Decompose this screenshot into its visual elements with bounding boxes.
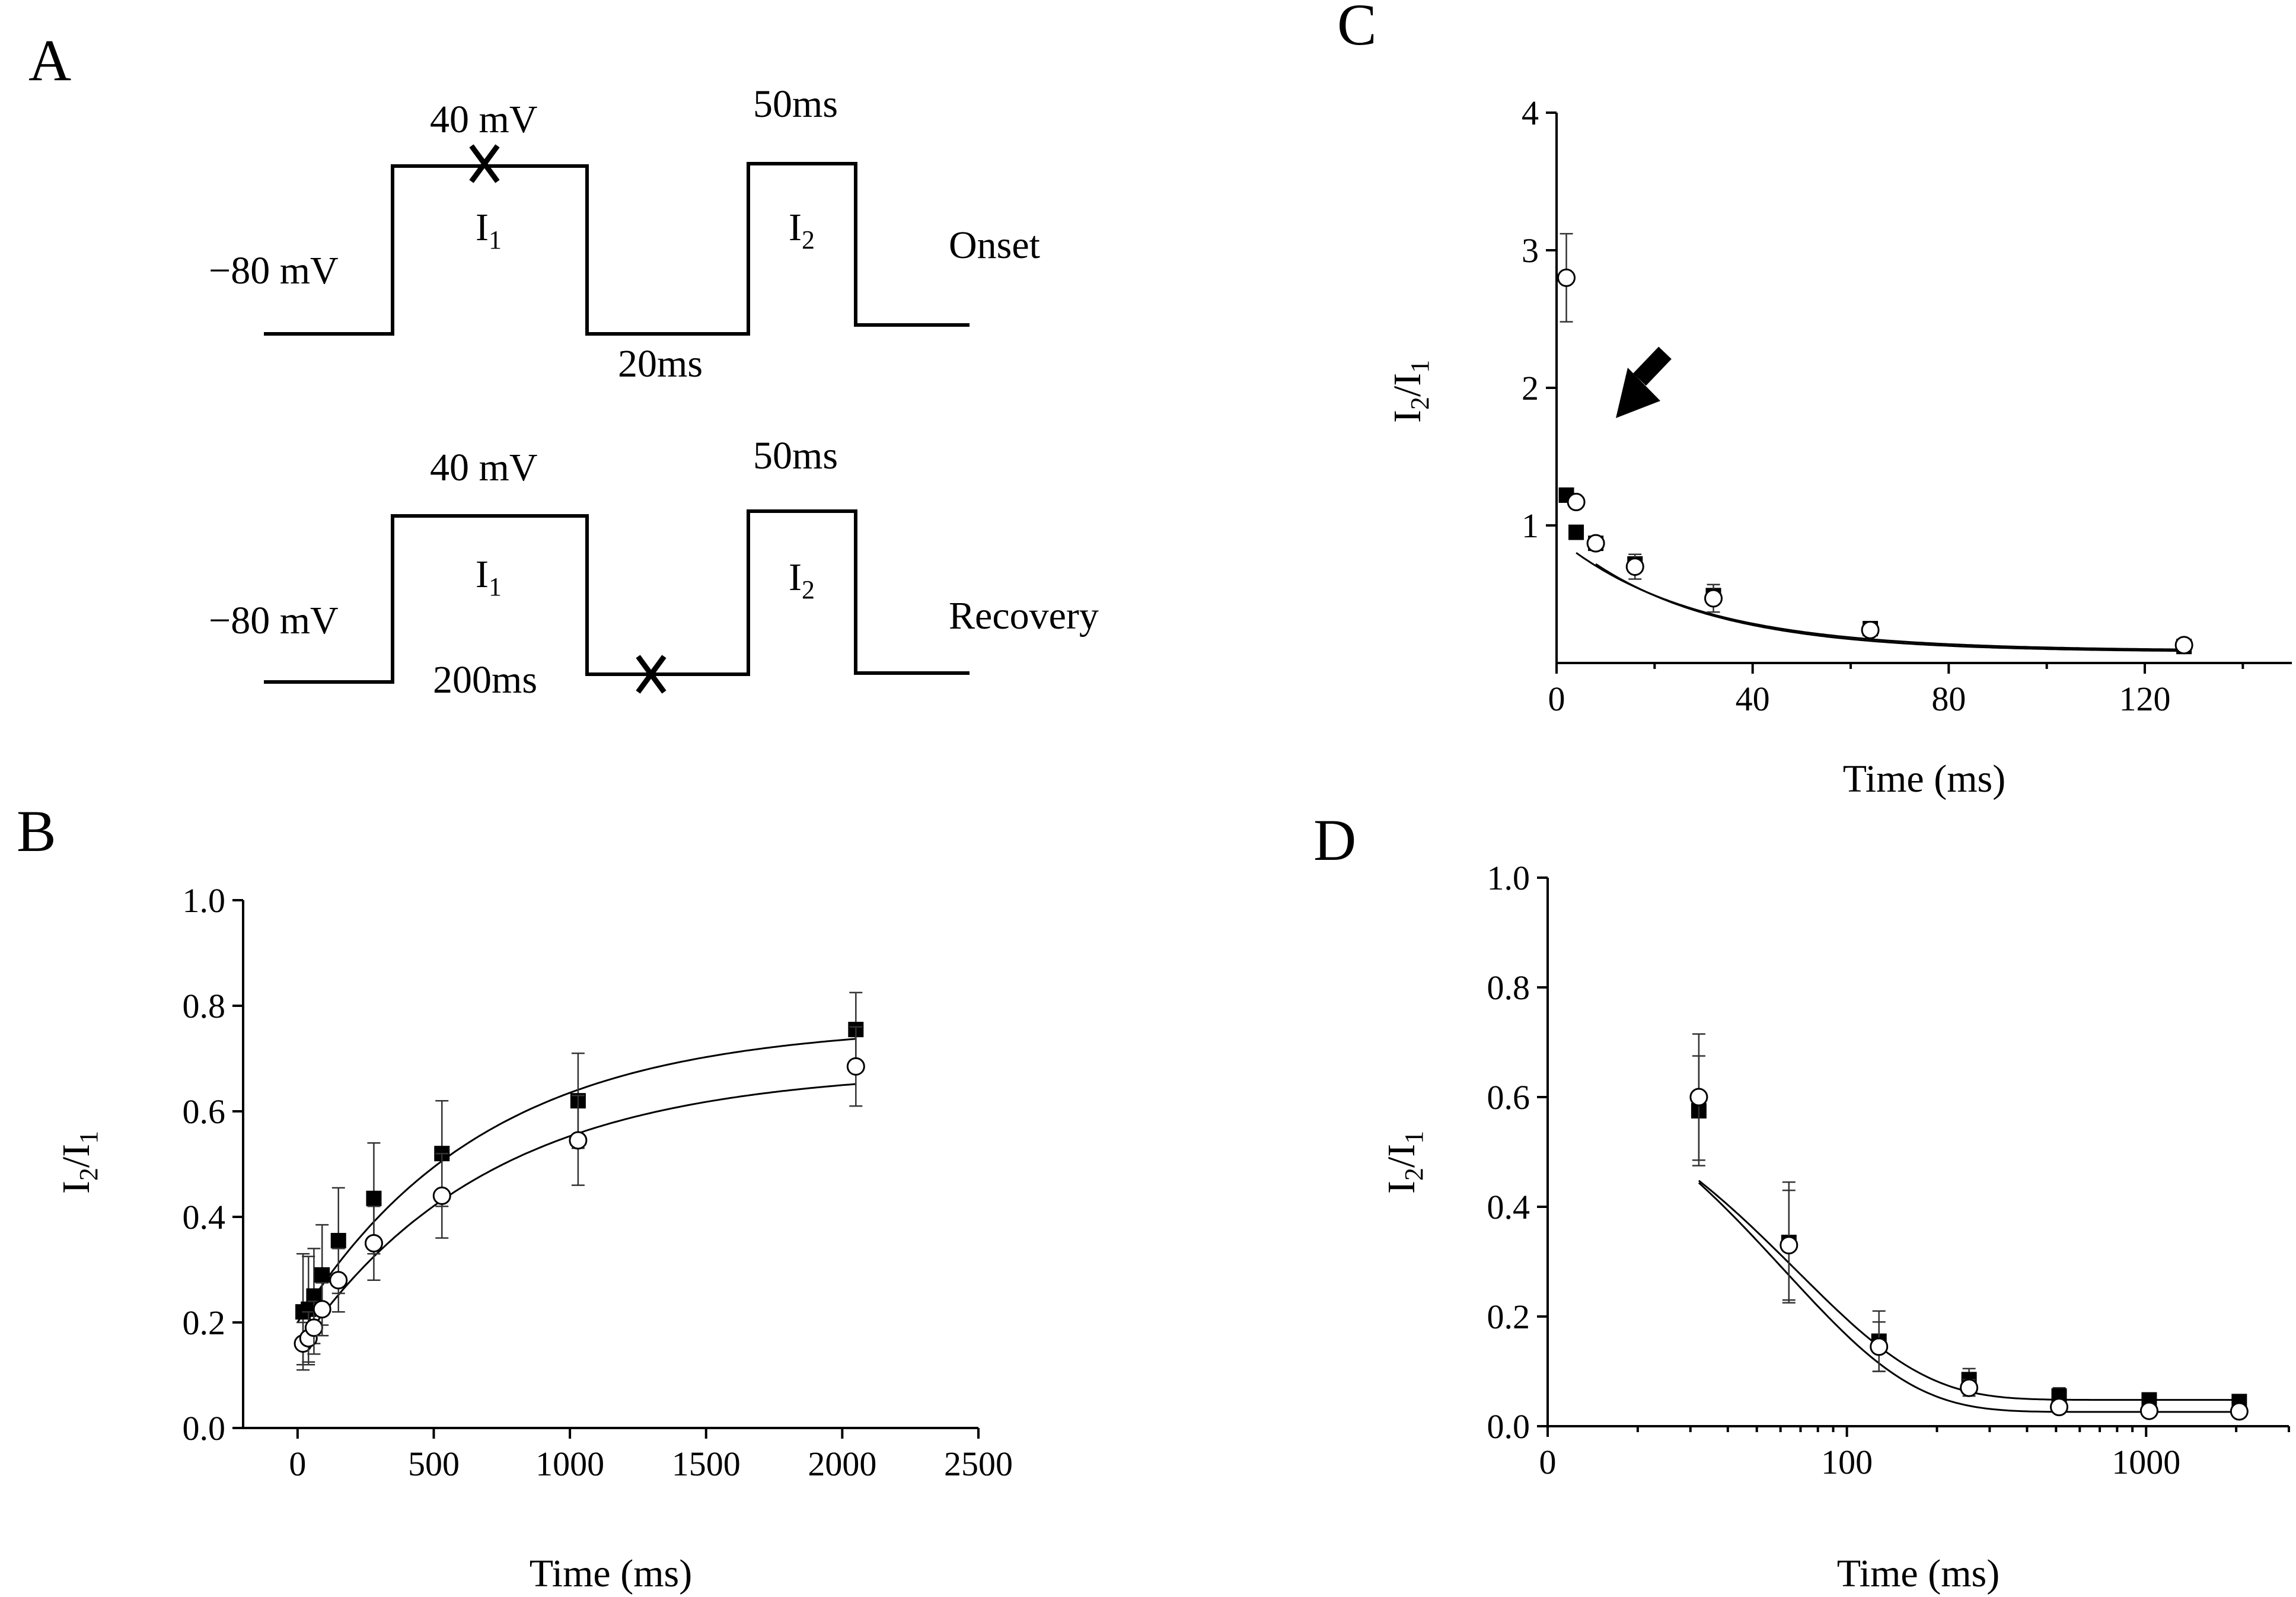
data-point-square <box>314 1267 330 1283</box>
recovery-trace <box>264 509 970 684</box>
panel-c-label: C <box>1337 0 1377 58</box>
chart-d: 0.0 0.2 0.4 0.6 0.8 1.0 0 100 1000 Time (ms) I2/I1 <box>1380 859 2290 1595</box>
y-tick-label: 0.0 <box>183 1409 226 1448</box>
y-tick-label: 4 <box>1522 94 1539 132</box>
data-point-circle <box>2174 636 2193 655</box>
chart-b: 0.0 0.2 0.4 0.6 0.8 1.0 0 500 1000 1500 2000 2500 Ti… <box>55 881 1013 1595</box>
onset-x-marker <box>469 144 500 183</box>
fit-curve <box>1595 563 2185 652</box>
x-tick-label: 2500 <box>944 1445 1013 1483</box>
data-point-circle <box>432 1186 451 1205</box>
recovery-i1-label: I1 <box>476 553 502 601</box>
data-point-circle <box>304 1318 323 1337</box>
y-tick-label: 1 <box>1522 506 1539 545</box>
x-axis-label: Time (ms) <box>1843 757 2005 801</box>
data-point-circle <box>2050 1398 2069 1417</box>
x-tick-label: 0 <box>289 1445 306 1483</box>
x-tick-label: 0 <box>1548 680 1565 718</box>
onset-trace <box>264 162 970 336</box>
fit-curve <box>296 1038 856 1323</box>
data-point-square <box>366 1190 382 1206</box>
x-tick-label: 80 <box>1931 680 1966 718</box>
panel-a-label: A <box>28 27 71 93</box>
data-point-circle <box>569 1131 588 1150</box>
recovery-i2-label: I2 <box>789 556 815 604</box>
y-tick-label: 0.6 <box>1487 1078 1530 1117</box>
y-tick-label: 0.0 <box>1487 1407 1530 1446</box>
y-tick-label: 0.2 <box>183 1303 226 1342</box>
fit-curve <box>1698 1180 2240 1401</box>
x-tick-label: 0 <box>1539 1443 1557 1481</box>
onset-holding-voltage: −80 mV <box>209 249 339 292</box>
recovery-holding-voltage: −80 mV <box>209 599 339 642</box>
data-point-circle <box>1870 1337 1889 1356</box>
recovery-step-voltage: 40 mV <box>430 446 538 489</box>
x-axis-label: Time (ms) <box>530 1552 692 1595</box>
data-point-circle <box>1960 1378 1979 1397</box>
x-tick-label: 1500 <box>672 1445 741 1483</box>
y-axis-label: I2/I1 <box>1386 360 1434 423</box>
recovery-x-marker <box>636 655 667 694</box>
onset-step-voltage: 40 mV <box>430 98 538 141</box>
y-axis-label: I2/I1 <box>1380 1131 1428 1194</box>
y-tick-label: 0.4 <box>183 1198 226 1236</box>
y-tick-label: 2 <box>1522 369 1539 407</box>
data-point-circle <box>312 1300 331 1319</box>
x-tick-label: 40 <box>1736 680 1770 718</box>
data-point-circle <box>1567 493 1586 512</box>
data-point-circle <box>1586 534 1605 553</box>
x-tick-label: 1000 <box>535 1445 604 1483</box>
y-tick-label: 1.0 <box>183 881 226 920</box>
y-tick-label: 0.8 <box>183 987 226 1025</box>
x-tick-label: 500 <box>408 1445 460 1483</box>
data-point-circle <box>1625 557 1644 576</box>
data-point-circle <box>329 1271 348 1290</box>
data-point-circle <box>1861 620 1880 639</box>
y-tick-label: 1.0 <box>1487 859 1530 897</box>
onset-protocol-name: Onset <box>949 224 1040 267</box>
x-tick-label: 120 <box>2119 680 2171 718</box>
data-point-circle <box>846 1057 865 1076</box>
recovery-test-duration: 50ms <box>753 434 838 477</box>
arrow-annotation <box>1616 346 1672 418</box>
y-tick-label: 0.6 <box>183 1092 226 1131</box>
recovery-protocol: 40 mV 50ms −80 mV Recovery 200ms I1 I2 <box>209 434 1099 702</box>
data-point-circle <box>1689 1088 1708 1107</box>
onset-i2-label: I2 <box>789 206 815 254</box>
y-tick-label: 3 <box>1522 231 1539 270</box>
data-point-circle <box>1704 589 1723 608</box>
onset-protocol: 40 mV 50ms −80 mV Onset 20ms I1 I2 <box>209 82 1040 385</box>
data-point-square <box>1568 524 1584 540</box>
data-point-circle <box>1780 1236 1798 1255</box>
data-point-circle <box>2230 1402 2249 1421</box>
recovery-protocol-name: Recovery <box>949 594 1099 637</box>
x-tick-label: 2000 <box>808 1445 876 1483</box>
y-tick-label: 0.8 <box>1487 968 1530 1007</box>
recovery-interval: 200ms <box>433 658 537 702</box>
y-axis-label: I2/I1 <box>55 1131 103 1194</box>
panel-b-label: B <box>17 798 56 864</box>
data-point-circle <box>2139 1401 2158 1420</box>
data-point-circle <box>364 1234 383 1252</box>
y-tick-label: 0.4 <box>1487 1188 1530 1226</box>
y-tick-label: 0.2 <box>1487 1298 1530 1336</box>
panel-a: A 40 mV 50ms −80 mV Onset 20ms I1 I2 40 … <box>28 27 1099 702</box>
data-point-circle <box>1557 268 1576 287</box>
x-axis-label: Time (ms) <box>1837 1552 2000 1595</box>
panel-d-label: D <box>1313 807 1356 873</box>
fit-curve <box>296 1083 856 1350</box>
onset-test-duration: 50ms <box>753 82 838 126</box>
x-tick-label: 100 <box>1821 1443 1873 1481</box>
onset-interval: 20ms <box>618 342 703 385</box>
onset-i1-label: I1 <box>476 206 502 254</box>
x-tick-label: 1000 <box>2112 1443 2180 1481</box>
data-point-square <box>330 1233 346 1249</box>
